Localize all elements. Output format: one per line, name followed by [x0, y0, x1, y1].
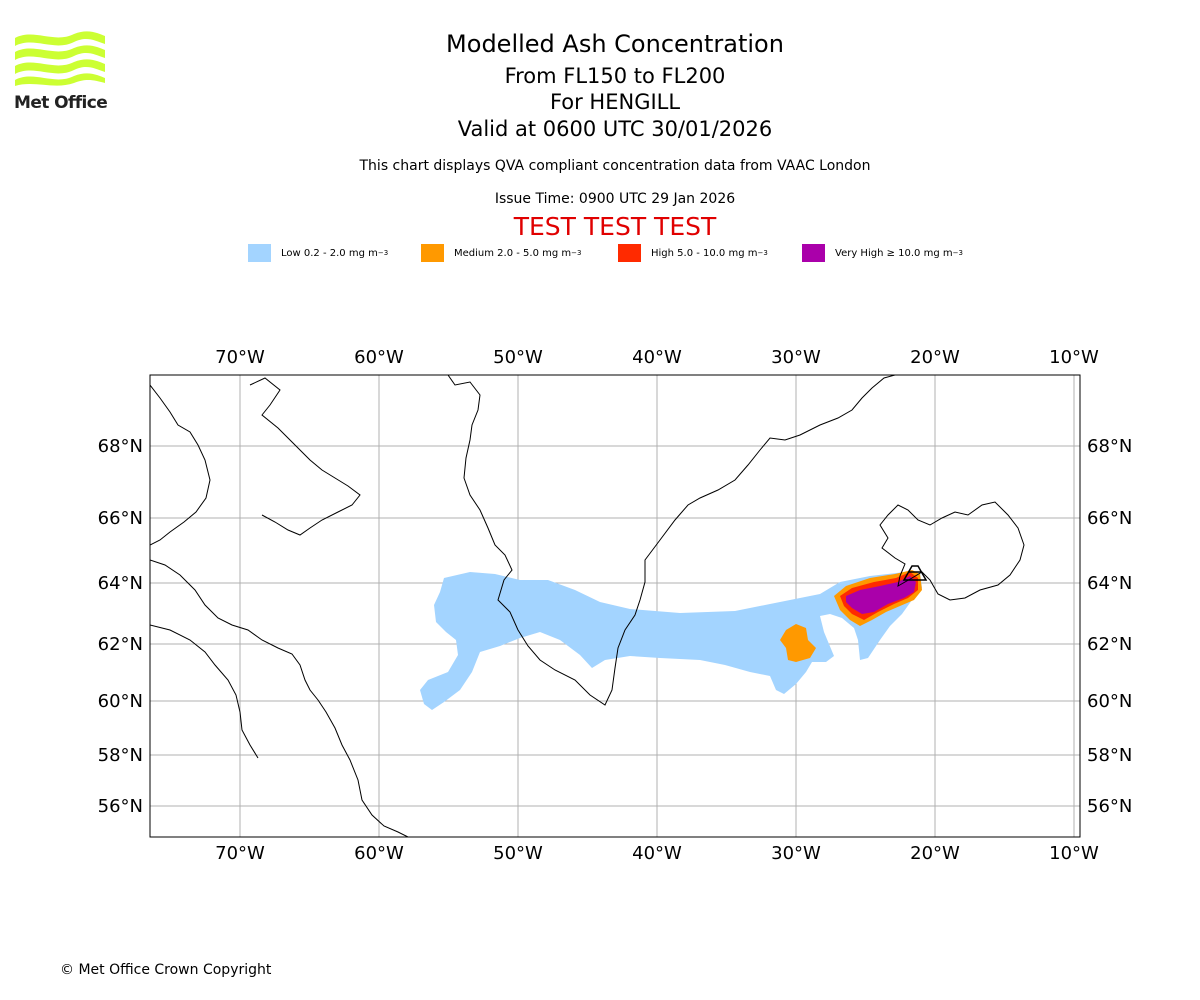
lat-label: 66°N [98, 508, 143, 529]
flight-level-range: From FL150 to FL200 [504, 64, 726, 88]
lat-label: 64°N [98, 573, 143, 594]
lat-label: 64°N [1087, 573, 1132, 594]
lat-label: 56°N [1087, 796, 1132, 817]
copyright-notice: © Met Office Crown Copyright [60, 962, 272, 978]
lat-label: 56°N [98, 796, 143, 817]
coastline-baffin-east [249, 377, 361, 536]
volcano-marker-icon [902, 565, 928, 581]
met-office-wave-icon [15, 31, 105, 86]
legend-item-high: High 5.0 - 10.0 mg m −3 [618, 244, 768, 262]
logo-text: Met Office [14, 93, 107, 112]
lat-labels-right: 68°N 66°N 64°N 62°N 60°N 58°N 56°N [1087, 436, 1132, 817]
lon-labels-top: 70°W 60°W 50°W 40°W 30°W 20°W 10°W [215, 347, 1099, 368]
lat-label: 62°N [1087, 634, 1132, 655]
lat-label: 68°N [98, 436, 143, 457]
legend-swatch-medium [421, 244, 444, 262]
test-banner: TEST TEST TEST [513, 212, 717, 241]
coastline-labrador [150, 559, 409, 837]
legend-swatch-low [248, 244, 271, 262]
map-area [150, 375, 1080, 837]
coastline-iceland [879, 501, 1025, 601]
lon-labels-bottom: 70°W 60°W 50°W 40°W 30°W 20°W 10°W [215, 843, 1099, 864]
legend-swatch-very-high [802, 244, 825, 262]
lon-label: 10°W [1049, 843, 1099, 864]
lat-label: 68°N [1087, 436, 1132, 457]
lon-label: 60°W [354, 843, 404, 864]
legend-swatch-high [618, 244, 641, 262]
lon-label: 30°W [771, 347, 821, 368]
coastlines [150, 375, 1025, 837]
lon-label: 60°W [354, 347, 404, 368]
legend-label-high: High 5.0 - 10.0 mg m [651, 247, 758, 259]
lon-label: 40°W [632, 843, 682, 864]
coastline-baffin-island [150, 384, 211, 546]
legend-item-low: Low 0.2 - 2.0 mg m −3 [248, 244, 388, 262]
ash-region-medium-west [780, 624, 816, 662]
lon-label: 20°W [910, 843, 960, 864]
lon-label: 50°W [493, 347, 543, 368]
lat-label: 62°N [98, 634, 143, 655]
lat-label: 58°N [1087, 745, 1132, 766]
lon-label: 30°W [771, 843, 821, 864]
lon-label: 70°W [215, 843, 265, 864]
lat-label: 60°N [98, 691, 143, 712]
lat-labels-left: 68°N 66°N 64°N 62°N 60°N 58°N 56°N [98, 436, 143, 817]
coastline-greenland [447, 375, 896, 706]
legend-label-medium: Medium 2.0 - 5.0 mg m [454, 247, 572, 259]
legend-item-medium: Medium 2.0 - 5.0 mg m −3 [421, 244, 581, 262]
lon-label: 50°W [493, 843, 543, 864]
lat-label: 66°N [1087, 508, 1132, 529]
valid-time: Valid at 0600 UTC 30/01/2026 [457, 117, 773, 141]
volcano-name: For HENGILL [549, 90, 681, 114]
legend-label-low: Low 0.2 - 2.0 mg m [281, 247, 378, 259]
map-frame [149, 374, 1081, 838]
subtitle: This chart displays QVA compliant concen… [359, 158, 871, 174]
lat-label: 58°N [98, 745, 143, 766]
lon-label: 20°W [910, 347, 960, 368]
issue-time: Issue Time: 0900 UTC 29 Jan 2026 [494, 191, 736, 207]
lon-label: 70°W [215, 347, 265, 368]
legend-label-very-high: Very High ≥ 10.0 mg m [835, 247, 953, 259]
met-office-logo: Met Office [14, 31, 108, 112]
page-title: Modelled Ash Concentration [446, 30, 784, 58]
coastline-hudson [150, 624, 259, 759]
lon-label: 10°W [1049, 347, 1099, 368]
lat-label: 60°N [1087, 691, 1132, 712]
lon-label: 40°W [632, 347, 682, 368]
ash-region-low [420, 572, 922, 710]
legend-item-very-high: Very High ≥ 10.0 mg m −3 [802, 244, 963, 262]
